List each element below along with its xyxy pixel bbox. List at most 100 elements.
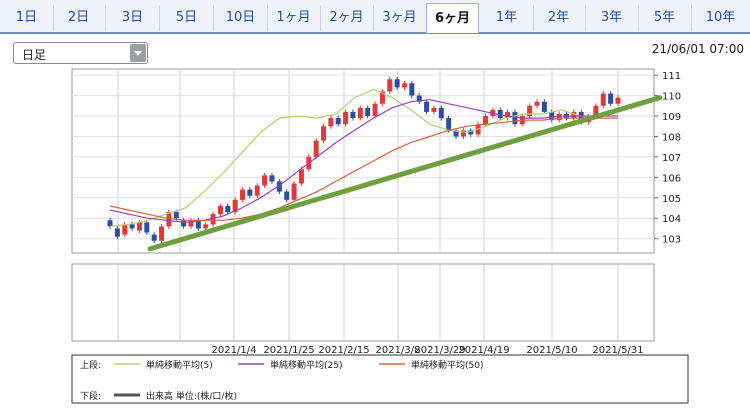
candle-body-5 [136, 222, 142, 231]
tab-10[interactable]: 1年 [480, 5, 534, 31]
tab-5[interactable]: 10日 [214, 5, 268, 31]
chevron-down-icon [130, 44, 146, 62]
candle-body-64 [571, 111, 577, 119]
candle-body-17 [225, 205, 231, 213]
ma-line-3 [109, 117, 618, 221]
candle-body-68 [600, 93, 606, 106]
candle-body-65 [578, 111, 584, 123]
candle-body-59 [534, 101, 540, 106]
candle-body-49 [460, 130, 466, 137]
trendline [147, 95, 663, 252]
candle-body-1 [107, 220, 113, 227]
candle-body-56 [512, 111, 518, 125]
tab-13[interactable]: 5年 [638, 5, 692, 31]
tab-7[interactable]: 2ヶ月 [320, 5, 374, 31]
x-tick-label-7: 2021/5/10 [526, 345, 577, 356]
x-tick-label-2: 2021/1/25 [263, 345, 314, 356]
ma-line-1 [109, 88, 619, 227]
candle-body-25 [284, 191, 290, 200]
candle-body-31 [328, 118, 334, 127]
tab-4[interactable]: 5日 [160, 5, 214, 31]
candle-body-8 [159, 226, 165, 241]
candle-body-40 [394, 79, 400, 88]
candle-body-16 [217, 205, 223, 215]
candle-body-3 [122, 224, 128, 235]
candle-body-13 [195, 220, 201, 229]
candle-body-70 [615, 97, 621, 104]
chart-interval-value: 日足 [22, 48, 47, 62]
tab-2[interactable]: 2日 [52, 5, 106, 31]
candle-body-27 [298, 169, 304, 184]
candle-body-14 [203, 224, 209, 229]
y-tick-label-3: 105 [662, 194, 681, 205]
legend-ma-label-2: 単純移動平均(25) [270, 359, 342, 371]
volume-panel-frame [71, 263, 655, 342]
candle-body-39 [387, 79, 393, 92]
legend-box [71, 354, 689, 404]
y-tick-label-6: 108 [662, 132, 681, 143]
candle-body-23 [269, 175, 275, 182]
candle-body-54 [497, 109, 503, 119]
tab-12[interactable]: 3年 [585, 5, 639, 31]
legend-ma-label-3: 単純移動平均(50) [411, 359, 483, 371]
tab-14[interactable]: 10年 [691, 5, 750, 31]
ma-line-2 [109, 99, 618, 223]
candle-body-41 [401, 83, 407, 88]
x-tick-label-5: 2021/3/29 [414, 345, 465, 356]
legend-ma-label-1: 単純移動平均(5) [146, 359, 213, 371]
y-tick-label-2: 104 [662, 214, 681, 225]
tab-9[interactable]: 6ヶ月 [426, 3, 479, 33]
candle-body-7 [151, 234, 157, 241]
y-tick-label-1: 103 [662, 235, 681, 246]
chart-timestamp: 21/06/01 07:00 [651, 42, 744, 56]
tab-6[interactable]: 1ヶ月 [267, 5, 321, 31]
candle-body-15 [210, 214, 216, 225]
candle-body-29 [313, 140, 319, 157]
candle-body-47 [446, 118, 452, 131]
candle-body-11 [181, 220, 187, 227]
legend-lower-label: 下段: [80, 390, 101, 402]
tab-3[interactable]: 3日 [106, 5, 160, 31]
candle-body-60 [541, 101, 547, 112]
candle-body-48 [453, 130, 459, 137]
candle-body-24 [276, 181, 282, 192]
candle-body-34 [350, 111, 356, 119]
candle-body-46 [438, 107, 444, 119]
candle-body-2 [114, 228, 120, 237]
y-tick-label-8: 110 [662, 92, 681, 103]
candle-body-18 [232, 199, 238, 213]
candle-body-62 [556, 113, 562, 121]
x-tick-label-8: 2021/5/31 [592, 345, 643, 356]
candle-body-67 [593, 105, 599, 117]
candle-body-44 [424, 101, 430, 112]
x-tick-label-1: 2021/1/4 [212, 345, 257, 356]
legend-upper-label: 上段: [80, 359, 101, 371]
candle-body-10 [173, 212, 179, 219]
candle-body-58 [527, 105, 533, 117]
candle-body-20 [247, 189, 253, 196]
y-tick-label-4: 106 [662, 173, 681, 184]
candle-body-36 [365, 107, 371, 117]
candle-body-26 [291, 183, 297, 200]
candle-body-42 [409, 83, 415, 96]
chart-interval-select[interactable]: 日足 [13, 42, 148, 64]
candle-body-21 [254, 185, 260, 196]
candle-body-45 [431, 107, 437, 112]
candle-body-12 [188, 220, 194, 227]
price-panel-frame [71, 68, 655, 254]
candle-body-52 [482, 116, 488, 125]
candle-body-4 [129, 224, 135, 229]
x-tick-label-4: 2021/3/8 [376, 345, 421, 356]
candle-body-32 [335, 118, 341, 125]
candle-body-37 [372, 103, 378, 117]
candle-body-6 [144, 222, 150, 233]
tab-11[interactable]: 2年 [532, 5, 586, 31]
candle-body-61 [549, 111, 555, 121]
candle-body-33 [343, 111, 349, 125]
candle-body-69 [608, 93, 614, 104]
candle-body-38 [379, 91, 385, 104]
y-tick-label-7: 109 [662, 112, 681, 123]
tab-1[interactable]: 1日 [0, 5, 54, 31]
legend-volume-label: 出来高 単位:(株/口/枚) [146, 390, 237, 402]
